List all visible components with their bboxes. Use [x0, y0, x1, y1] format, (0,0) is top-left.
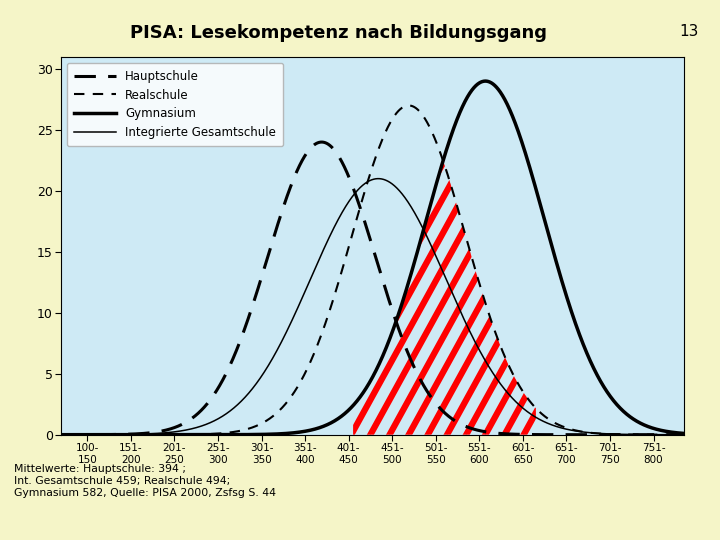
Text: Mittelwerte: Hauptschule: 394 ;
Int. Gesamtschule 459; Realschule 494;
Gymnasium: Mittelwerte: Hauptschule: 394 ; Int. Ges… [14, 464, 276, 497]
Legend: Hauptschule, Realschule, Gymnasium, Integrierte Gesamtschule: Hauptschule, Realschule, Gymnasium, Inte… [67, 63, 283, 146]
Text: PISA: Lesekompetenz nach Bildungsgang: PISA: Lesekompetenz nach Bildungsgang [130, 24, 547, 42]
Text: 13: 13 [679, 24, 698, 39]
